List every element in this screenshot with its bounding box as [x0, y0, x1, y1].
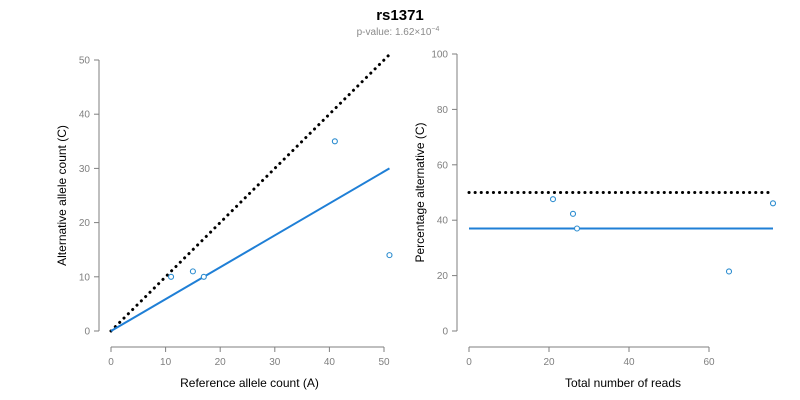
left-y-tick-label: 20 — [79, 218, 91, 229]
left-x-tick-label: 50 — [378, 357, 390, 368]
left-panel: 0 10 20 30 40 50 0 10 20 30 40 50 Reference allele c… — [55, 53, 393, 390]
left-y-tick-label: 50 — [79, 56, 91, 67]
right-y-tick-label: 0 — [442, 327, 448, 338]
right-y-tick-label: 60 — [437, 160, 449, 171]
right-y-tick-label: 100 — [431, 50, 448, 61]
p-value-exponent: −4 — [431, 26, 439, 33]
right-x-tick-label: 0 — [466, 357, 472, 368]
left-data-point — [189, 268, 196, 275]
right-y-tick-label: 80 — [437, 105, 449, 116]
left-x-tick-label: 20 — [215, 357, 227, 368]
right-y-tick-label: 40 — [437, 216, 449, 227]
left-x-tick-label: 40 — [324, 357, 336, 368]
right-y-tick-label: 20 — [437, 271, 449, 282]
figure-title: rs1371 — [376, 7, 424, 24]
right-data-point — [725, 268, 733, 275]
left-reference-line — [109, 53, 391, 333]
left-y-axis-label: Alternative allele count (C) — [55, 125, 69, 266]
right-y-axis-label: Percentage alternative (C) — [413, 122, 427, 262]
left-data-point — [331, 138, 338, 145]
left-x-tick-label: 30 — [269, 357, 281, 368]
figure-subtitle: p-value: 1.62×10−4 — [357, 26, 440, 38]
left-x-tick-label: 10 — [160, 357, 172, 368]
right-panel: 0 20 40 60 0 20 40 60 80 100 Total number of reads… — [413, 50, 777, 390]
right-data-point — [573, 225, 581, 232]
left-data-point — [200, 273, 207, 280]
right-data-point — [769, 200, 777, 207]
left-data-point — [386, 252, 393, 259]
right-data-point — [549, 196, 557, 203]
left-y-tick-label: 30 — [79, 164, 91, 175]
left-y-tick-label: 10 — [79, 272, 91, 283]
left-y-tick-label: 40 — [79, 110, 91, 121]
right-x-axis-label: Total number of reads — [565, 376, 681, 390]
right-x-tick-label: 20 — [543, 357, 555, 368]
right-data-point — [569, 210, 577, 217]
p-value-text: p-value: 1.62×10 — [357, 27, 432, 38]
left-fit-line — [110, 167, 390, 332]
right-x-tick-label: 60 — [703, 357, 715, 368]
left-x-axis-label: Reference allele count (A) — [180, 376, 319, 390]
left-data-point — [168, 273, 175, 280]
left-y-tick-label: 0 — [84, 327, 90, 338]
right-x-tick-label: 40 — [623, 357, 635, 368]
left-x-tick-label: 0 — [108, 357, 114, 368]
